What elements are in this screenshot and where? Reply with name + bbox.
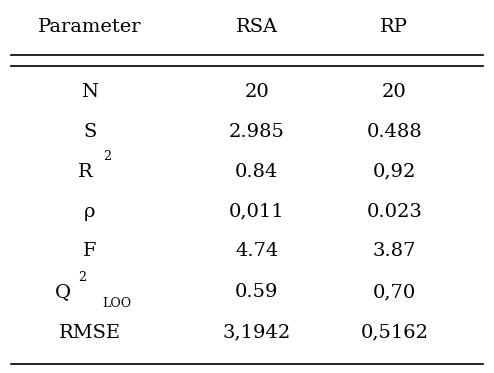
Text: S: S bbox=[83, 123, 96, 141]
Text: 0,92: 0,92 bbox=[372, 163, 416, 181]
Text: RMSE: RMSE bbox=[59, 324, 121, 342]
Text: 0.488: 0.488 bbox=[367, 123, 422, 141]
Text: 0.023: 0.023 bbox=[367, 203, 422, 221]
Text: 0,011: 0,011 bbox=[229, 203, 285, 221]
Text: 20: 20 bbox=[245, 83, 269, 101]
Text: LOO: LOO bbox=[102, 297, 131, 310]
Text: 2: 2 bbox=[79, 271, 86, 284]
Text: N: N bbox=[82, 83, 98, 101]
Text: F: F bbox=[83, 242, 96, 260]
Text: 0,70: 0,70 bbox=[373, 283, 416, 301]
Text: 0.84: 0.84 bbox=[235, 163, 279, 181]
Text: 4.74: 4.74 bbox=[235, 242, 279, 260]
Text: Parameter: Parameter bbox=[38, 18, 142, 36]
Text: 0.59: 0.59 bbox=[235, 283, 279, 301]
Text: 3.87: 3.87 bbox=[372, 242, 416, 260]
Text: R: R bbox=[78, 163, 92, 181]
Text: RP: RP bbox=[380, 18, 409, 36]
Text: 2: 2 bbox=[103, 150, 111, 163]
Text: RSA: RSA bbox=[236, 18, 278, 36]
Text: ρ: ρ bbox=[84, 203, 95, 221]
Text: 2.985: 2.985 bbox=[229, 123, 285, 141]
Text: 0,5162: 0,5162 bbox=[360, 324, 428, 342]
Text: Q: Q bbox=[55, 283, 71, 301]
Text: 3,1942: 3,1942 bbox=[223, 324, 291, 342]
Text: 20: 20 bbox=[382, 83, 407, 101]
